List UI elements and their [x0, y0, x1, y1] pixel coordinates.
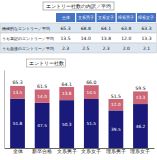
table-title: エントリー社数の内訳／平均 — [46, 3, 111, 9]
table-row — [1, 23, 157, 33]
x-tick-label: 理系女子 — [130, 148, 150, 154]
table-cell: 2.0 — [123, 46, 130, 51]
x-tick-label: 文系女子 — [81, 148, 101, 154]
bar-segment — [133, 91, 148, 104]
x-tick: 全体 — [13, 148, 23, 154]
total-label: 66.0 — [86, 80, 96, 85]
bar-segment — [35, 103, 50, 148]
table-cell: 65.3 — [60, 26, 70, 31]
row-label: うち筆記のエントリー／平均 — [2, 36, 54, 41]
chart-root: エントリー社数の内訳／平均全体文系男子文系女子理系男子理系女子積極的なエントリー… — [0, 0, 157, 160]
table-cell: 2.3 — [102, 46, 109, 51]
segment-label: 50.3 — [62, 122, 72, 127]
x-tick-label: 全体 — [13, 148, 23, 154]
segment-label: 47.5 — [37, 123, 47, 128]
x-tick-label: 新卒合格 — [32, 148, 52, 154]
table-cell: 14.0 — [81, 36, 91, 41]
bar-segment — [84, 85, 99, 99]
table-cell: 13.5 — [60, 36, 70, 41]
bar-chart: 51.8 47.5 50.3 51.5 39.5 46.2 13.5 14.0 13.8 14.5… — [5, 59, 155, 154]
total-label: 51.5 — [111, 94, 121, 99]
total-label: 65.3 — [12, 80, 22, 85]
table: エントリー社数の内訳／平均全体 文系男子文系女子理系男子理系女子積極的なエントリー… — [1, 2, 157, 53]
header-label: 理系男子 — [118, 15, 134, 20]
x-tick-label: 理系男子 — [106, 148, 126, 154]
chart-title: エントリー社数 — [29, 60, 64, 66]
segment-label: 13.5 — [13, 90, 23, 95]
table-cell: 12.0 — [121, 36, 131, 41]
bar-segment — [59, 100, 74, 148]
row-label: うち面接のエントリー／平均 — [2, 46, 54, 51]
row-label: 積極的なエントリー／平均 — [2, 26, 50, 31]
data-labels: 51.8 47.5 50.3 51.5 39.5 46.2 13.5 14.0 13.8 14.5… — [12, 80, 145, 132]
bar-segment — [109, 99, 124, 110]
x-axis: 全体 新卒合格文系男子文系女子理系男子理系女子 — [5, 148, 155, 154]
bar-segment — [59, 87, 74, 100]
bar-segment — [35, 90, 50, 103]
table-cell: 64.1 — [101, 26, 111, 31]
table-cell: 63.8 — [121, 26, 131, 31]
table-cell: 13.3 — [141, 36, 151, 41]
total-label: 61.5 — [37, 84, 47, 89]
segment-label: 14.0 — [37, 94, 47, 99]
bar-segment — [133, 104, 148, 148]
table-cell: 2.1 — [143, 46, 150, 51]
table-cell: 2.5 — [82, 46, 89, 51]
header-cell — [117, 13, 136, 22]
table-cell: 63.3 — [141, 26, 151, 31]
header-label: 文系男子 — [78, 15, 94, 20]
bars — [10, 85, 148, 148]
table-title-box — [43, 2, 114, 10]
table-row — [1, 43, 157, 53]
header-cell — [137, 13, 156, 22]
segment-label: 51.5 — [87, 121, 97, 126]
x-tick: 新卒合格 — [32, 148, 52, 154]
bar-segment — [109, 110, 124, 148]
x-tick-label: 文系男子 — [57, 148, 77, 154]
segment-label: 13.8 — [62, 91, 72, 96]
table-row — [1, 33, 157, 43]
chart-title-box — [27, 59, 66, 67]
header-label: 全体 — [62, 15, 70, 20]
segment-label: 39.5 — [111, 127, 121, 132]
segment-label: 13.3 — [136, 95, 146, 100]
x-tick: 理系女子 — [130, 148, 150, 154]
header-cell — [96, 13, 115, 22]
segment-label: 14.5 — [87, 90, 97, 95]
segment-label: 12.0 — [111, 102, 121, 107]
segment-label: 51.8 — [13, 121, 23, 126]
bar-segment — [10, 86, 25, 99]
table-cell: 68.8 — [81, 26, 91, 31]
header-label: 理系女子 — [138, 15, 154, 20]
y-axis — [4, 71, 5, 149]
header-cell — [56, 13, 75, 22]
segment-label: 46.2 — [136, 124, 146, 129]
y-axis-line — [4, 71, 5, 149]
table-cell: 13.8 — [101, 36, 111, 41]
header-label: 文系女子 — [98, 15, 114, 20]
bar-segment — [10, 99, 25, 148]
x-tick: 文系女子 — [81, 148, 101, 154]
x-tick: 理系男子 — [106, 148, 126, 154]
total-label: 59.5 — [135, 86, 145, 91]
table-cell: 2.3 — [62, 46, 69, 51]
x-tick: 文系男子 — [57, 148, 77, 154]
total-label: 64.1 — [62, 82, 72, 87]
bar-segment — [84, 99, 99, 148]
header-cell — [76, 13, 95, 22]
